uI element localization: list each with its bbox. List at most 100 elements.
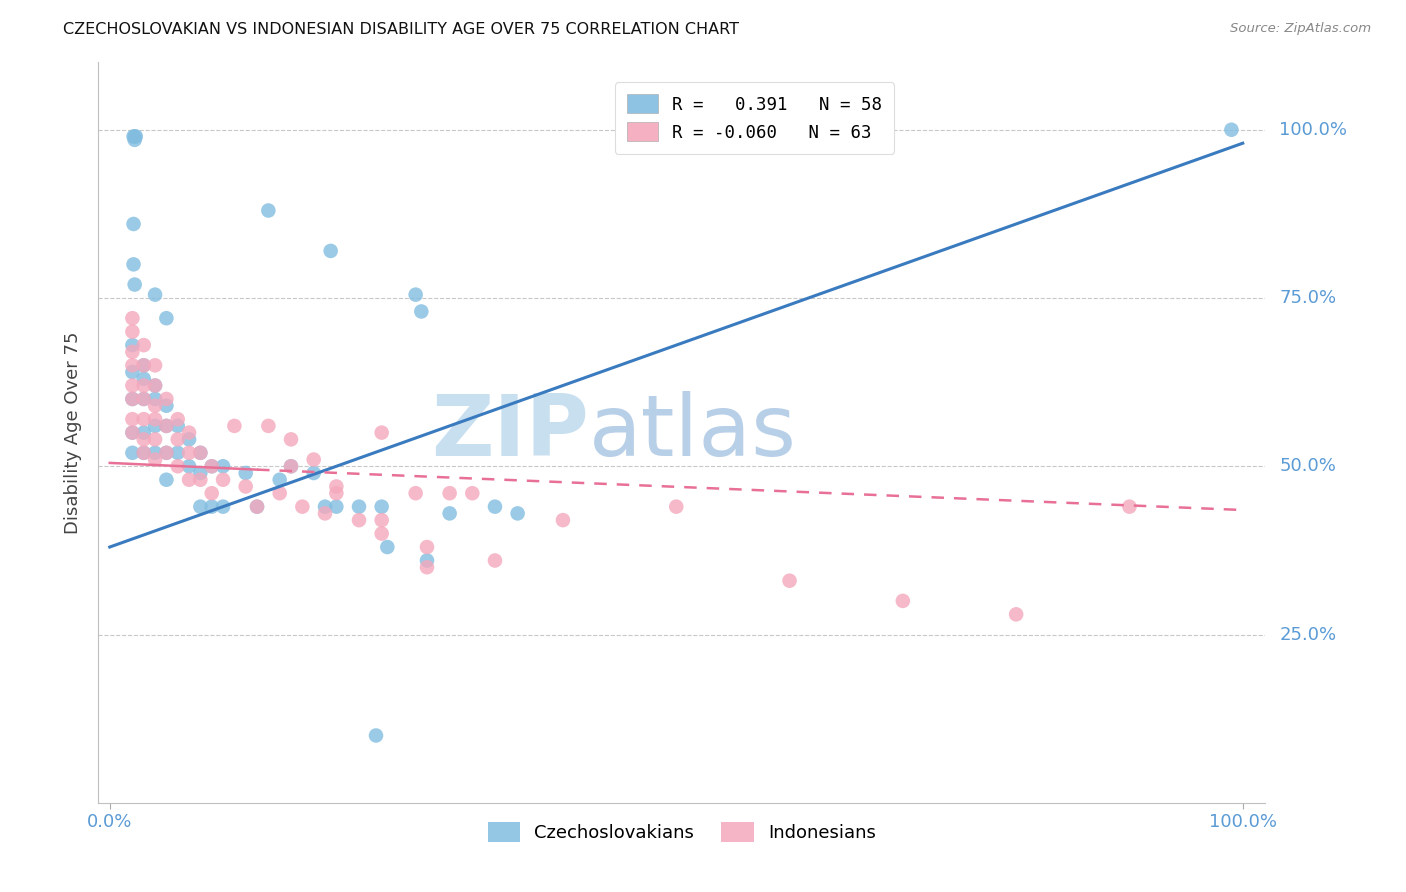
Point — [143, 378, 166, 392]
Point — [155, 446, 177, 460]
Point — [132, 446, 155, 460]
Point — [121, 392, 143, 406]
Point — [302, 452, 325, 467]
Point — [280, 433, 302, 447]
Point — [143, 392, 166, 406]
Point — [201, 459, 224, 474]
Point — [235, 479, 257, 493]
Point — [439, 507, 461, 521]
Point — [1118, 500, 1140, 514]
Point — [201, 486, 224, 500]
Point — [246, 500, 269, 514]
Point — [370, 500, 392, 514]
Text: 100.0%: 100.0% — [1279, 120, 1347, 139]
Text: 50.0%: 50.0% — [1279, 458, 1336, 475]
Point — [177, 473, 200, 487]
Point — [665, 500, 688, 514]
Point — [257, 203, 280, 218]
Point — [166, 418, 188, 433]
Point — [1005, 607, 1028, 622]
Point — [291, 500, 314, 514]
Point — [302, 466, 325, 480]
Point — [405, 287, 427, 301]
Point — [416, 553, 439, 567]
Point — [190, 473, 212, 487]
Point — [280, 459, 302, 474]
Point — [122, 257, 145, 271]
Point — [439, 486, 461, 500]
Point — [143, 412, 166, 426]
Point — [416, 540, 439, 554]
Point — [155, 392, 177, 406]
Point — [132, 433, 155, 447]
Point — [124, 133, 146, 147]
Point — [370, 526, 392, 541]
Point — [132, 392, 155, 406]
Point — [325, 486, 347, 500]
Text: ZIP: ZIP — [430, 391, 589, 475]
Point — [155, 446, 177, 460]
Point — [416, 560, 439, 574]
Point — [132, 359, 155, 373]
Point — [121, 412, 143, 426]
Point — [121, 378, 143, 392]
Point — [121, 392, 143, 406]
Point — [212, 459, 235, 474]
Point — [121, 359, 143, 373]
Point — [269, 473, 291, 487]
Point — [370, 513, 392, 527]
Point — [212, 473, 235, 487]
Point — [143, 378, 166, 392]
Point — [177, 433, 200, 447]
Point — [506, 507, 529, 521]
Point — [143, 433, 166, 447]
Point — [122, 129, 145, 144]
Point — [121, 338, 143, 352]
Point — [124, 129, 146, 144]
Point — [132, 378, 155, 392]
Point — [280, 459, 302, 474]
Point — [201, 500, 224, 514]
Point — [155, 418, 177, 433]
Point — [121, 425, 143, 440]
Point — [314, 507, 336, 521]
Point — [122, 217, 145, 231]
Point — [177, 446, 200, 460]
Point — [461, 486, 484, 500]
Point — [177, 459, 200, 474]
Point — [325, 500, 347, 514]
Point — [143, 418, 166, 433]
Point — [551, 513, 574, 527]
Point — [190, 446, 212, 460]
Point — [143, 359, 166, 373]
Point — [411, 304, 433, 318]
Point — [143, 399, 166, 413]
Point — [121, 311, 143, 326]
Text: Source: ZipAtlas.com: Source: ZipAtlas.com — [1230, 22, 1371, 36]
Point — [132, 338, 155, 352]
Point — [124, 277, 146, 292]
Y-axis label: Disability Age Over 75: Disability Age Over 75 — [65, 331, 83, 534]
Point — [143, 287, 166, 301]
Point — [166, 459, 188, 474]
Point — [246, 500, 269, 514]
Text: 75.0%: 75.0% — [1279, 289, 1337, 307]
Point — [319, 244, 342, 258]
Point — [166, 412, 188, 426]
Point — [155, 418, 177, 433]
Point — [364, 729, 387, 743]
Point — [132, 372, 155, 386]
Point — [121, 365, 143, 379]
Point — [1220, 122, 1243, 136]
Point — [121, 425, 143, 440]
Point — [347, 500, 370, 514]
Point — [166, 433, 188, 447]
Point — [224, 418, 246, 433]
Point — [166, 446, 188, 460]
Point — [190, 466, 212, 480]
Point — [484, 553, 506, 567]
Point — [325, 479, 347, 493]
Point — [155, 311, 177, 326]
Point — [212, 500, 235, 514]
Point — [121, 344, 143, 359]
